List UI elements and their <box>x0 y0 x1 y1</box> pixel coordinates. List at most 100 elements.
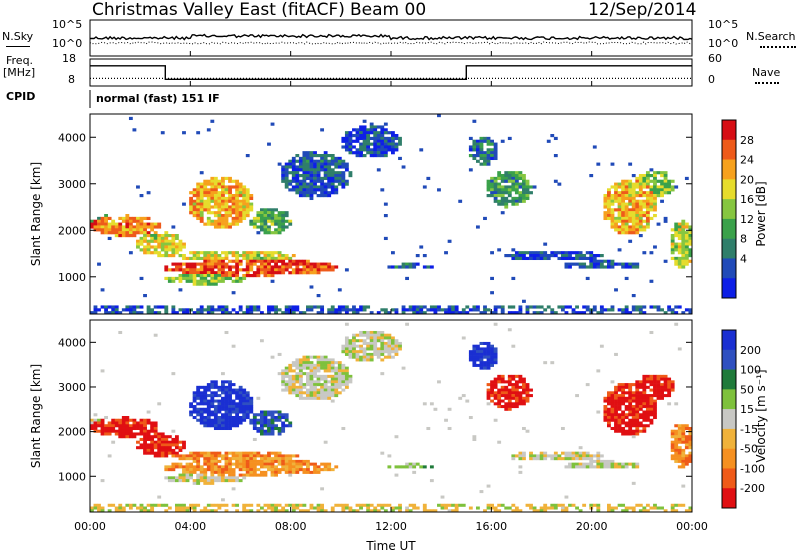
heatmap-cell <box>263 256 268 261</box>
heatmap-cell <box>327 176 332 181</box>
heatmap-cell <box>270 470 275 474</box>
heatmap-cell <box>185 468 190 472</box>
heatmap-cell <box>355 358 360 362</box>
heatmap-cell <box>589 503 594 507</box>
heatmap-cell <box>684 459 689 463</box>
heatmap-cell <box>298 372 303 376</box>
heatmap-cell <box>610 426 615 431</box>
heatmap-cell <box>245 454 250 458</box>
heatmap-cell <box>291 259 296 263</box>
heatmap-cell <box>291 388 296 392</box>
heatmap-cell <box>631 225 636 229</box>
heatmap-cell <box>284 168 289 172</box>
heatmap-cell <box>111 225 116 229</box>
heatmap-cell <box>422 506 427 510</box>
heatmap-cell <box>224 274 229 278</box>
heatmap-cell <box>203 454 208 458</box>
heatmap-cell <box>192 311 197 315</box>
heatmap-cell <box>571 451 576 455</box>
colorbar-swatch <box>722 218 736 239</box>
heatmap-cell <box>674 451 679 455</box>
heatmap-cell <box>263 416 268 420</box>
heatmap-cell <box>252 457 257 461</box>
heatmap-cell <box>575 251 579 255</box>
heatmap-cell <box>638 429 643 433</box>
heatmap-cell <box>150 443 155 447</box>
heatmap-cell <box>210 268 215 272</box>
heatmap-cell <box>362 145 367 149</box>
heatmap-cell <box>217 451 222 455</box>
heatmap-cell <box>267 457 271 461</box>
heatmap-cell <box>196 385 201 389</box>
heatmap-cell <box>653 394 657 398</box>
heatmap-cell <box>121 509 126 513</box>
heatmap-cell <box>348 139 353 143</box>
heatmap-cell <box>348 145 353 149</box>
heatmap-cell <box>97 424 101 428</box>
nave-tick-top: 60 <box>708 52 722 65</box>
heatmap-cell <box>274 216 278 221</box>
heatmap-cell <box>316 185 321 189</box>
heatmap-cell <box>313 174 317 178</box>
heatmap-cell <box>518 374 523 378</box>
heatmap-cell <box>281 225 286 229</box>
heatmap-cell <box>228 211 232 215</box>
heatmap-cell <box>610 262 615 266</box>
heatmap-cell <box>369 125 374 129</box>
heatmap-cell <box>653 399 657 403</box>
heatmap-cell <box>320 358 325 362</box>
heatmap-cell <box>327 363 332 367</box>
heatmap-cell <box>189 457 193 461</box>
heatmap-cell <box>139 506 144 510</box>
heatmap-cell <box>213 259 218 263</box>
heatmap-cell <box>238 459 243 463</box>
heatmap-cell <box>206 259 211 263</box>
heatmap-cell <box>376 352 381 356</box>
heatmap-cell <box>408 509 413 513</box>
heatmap-cell <box>245 188 250 192</box>
heatmap-cell <box>511 171 516 175</box>
heatmap-cell <box>621 211 626 215</box>
heatmap-cell <box>490 388 494 392</box>
heatmap-cell <box>429 402 434 406</box>
heatmap-cell <box>320 154 325 158</box>
heatmap-cell <box>387 145 392 149</box>
heatmap-cell <box>667 308 672 312</box>
heatmap-cell <box>277 509 282 513</box>
heatmap-cell <box>178 288 183 292</box>
nsky-traces <box>89 33 693 45</box>
heatmap-cell <box>256 454 261 458</box>
heatmap-cell <box>213 182 218 186</box>
heatmap-cell <box>483 509 487 513</box>
heatmap-cell <box>582 465 587 469</box>
heatmap-cell <box>610 265 615 269</box>
heatmap-cell <box>189 265 193 269</box>
heatmap-cell <box>550 361 555 365</box>
heatmap-cell <box>295 154 300 158</box>
heatmap-cell <box>553 251 558 255</box>
heatmap-cell <box>224 276 229 281</box>
heatmap-cell <box>582 254 587 258</box>
heatmap-cell <box>210 394 215 398</box>
heatmap-cell <box>582 262 587 266</box>
heatmap-cell <box>196 199 201 203</box>
heatmap-cell <box>199 262 204 266</box>
heatmap-cell <box>245 413 250 417</box>
heatmap-cell <box>313 168 317 172</box>
heatmap-cell <box>93 305 98 309</box>
heatmap-cell <box>185 457 190 461</box>
heatmap-cell <box>224 216 229 221</box>
heatmap-cell <box>316 377 321 381</box>
heatmap-cell <box>306 383 310 387</box>
heatmap-cell <box>277 216 282 221</box>
heatmap-cell <box>270 418 275 422</box>
heatmap-cell <box>330 358 335 362</box>
heatmap-cell <box>327 265 332 269</box>
heatmap-cell <box>231 194 236 198</box>
heatmap-cell <box>405 509 409 513</box>
heatmap-cell <box>493 391 498 395</box>
heatmap-cell <box>327 369 332 373</box>
heatmap-cell <box>192 276 197 281</box>
